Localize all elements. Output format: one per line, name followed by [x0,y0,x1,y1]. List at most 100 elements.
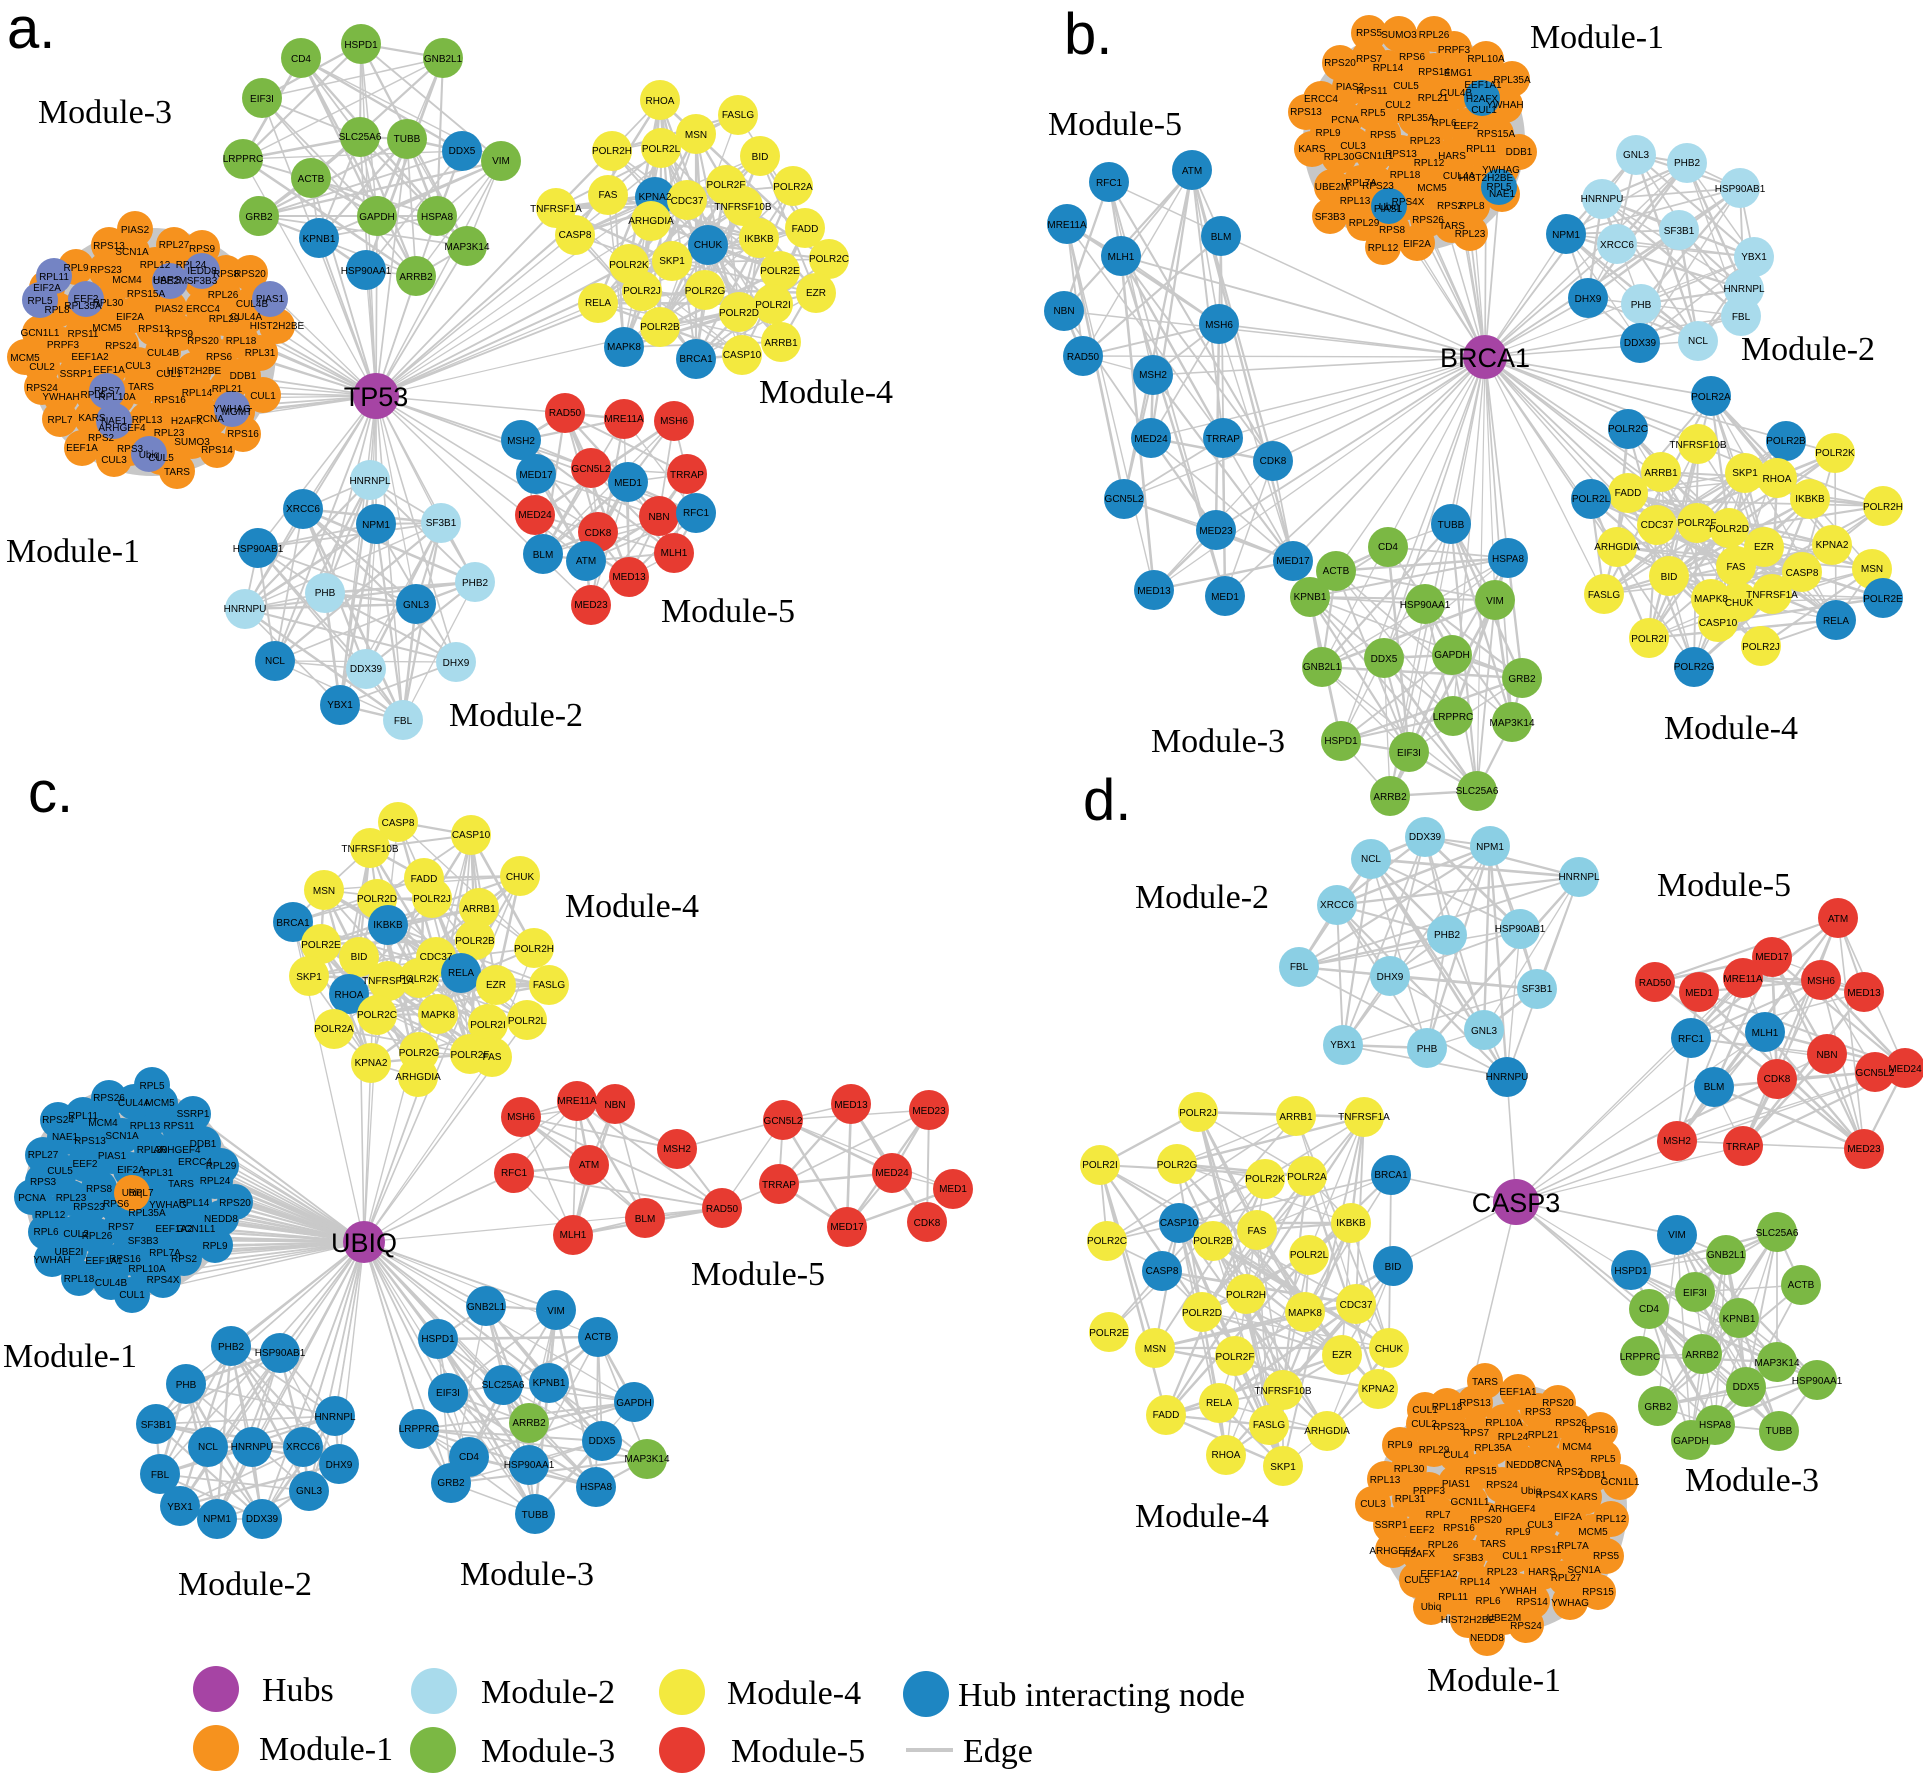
svg-text:CDK8: CDK8 [1764,1074,1791,1085]
svg-text:CDC37: CDC37 [420,952,453,963]
svg-text:ARRB1: ARRB1 [1644,468,1678,479]
svg-text:KPNA2: KPNA2 [639,192,672,203]
svg-text:RAD50: RAD50 [1639,978,1672,989]
svg-text:CASP10: CASP10 [1160,1218,1199,1229]
svg-text:Module-2: Module-2 [1741,331,1875,368]
svg-text:PRPF3: PRPF3 [1413,1486,1446,1497]
svg-text:HSP90AA1: HSP90AA1 [504,1460,555,1471]
svg-text:Module-1: Module-1 [3,1338,137,1375]
svg-text:YWHAG: YWHAG [149,1200,187,1211]
svg-text:RPL7: RPL7 [128,1188,153,1199]
svg-text:SUMO3: SUMO3 [174,437,210,448]
svg-text:RPS24: RPS24 [105,341,137,352]
svg-text:RPL26: RPL26 [1419,30,1450,41]
svg-text:RPL27: RPL27 [1551,1573,1582,1584]
svg-text:RELA: RELA [585,298,611,309]
svg-text:RPL7: RPL7 [47,415,72,426]
svg-text:TARS: TARS [1480,1539,1506,1550]
svg-text:ARRB2: ARRB2 [512,1418,546,1429]
svg-text:MRE11A: MRE11A [1047,220,1087,231]
svg-text:YWHAG: YWHAG [213,404,251,415]
svg-text:HNRNPU: HNRNPU [224,604,267,615]
svg-text:EEF1A1: EEF1A1 [1464,80,1502,91]
svg-text:MED23: MED23 [1199,526,1233,537]
svg-text:RPL23: RPL23 [1410,136,1441,147]
svg-text:SF3B3: SF3B3 [187,276,218,287]
svg-text:RPL8: RPL8 [44,305,69,316]
svg-text:YWHAH: YWHAH [33,1255,70,1266]
svg-text:HSP90AA1: HSP90AA1 [1792,1376,1843,1387]
svg-text:TARS: TARS [1439,221,1465,232]
svg-text:GCN1L1: GCN1L1 [1355,151,1394,162]
svg-text:RAD50: RAD50 [1067,352,1100,363]
svg-text:EIF3I: EIF3I [250,94,274,105]
svg-text:RAD50: RAD50 [549,408,582,419]
svg-text:HNRNPL: HNRNPL [349,476,391,487]
svg-text:PHB2: PHB2 [462,578,489,589]
svg-text:POLR2J: POLR2J [413,894,451,905]
svg-text:MLH1: MLH1 [1108,252,1135,263]
svg-text:RPL14: RPL14 [179,1198,210,1209]
svg-text:GAPDH: GAPDH [1673,1436,1709,1447]
svg-text:DDB1: DDB1 [1580,1470,1607,1481]
svg-text:KPNA2: KPNA2 [1362,1384,1395,1395]
svg-text:MED13: MED13 [1847,988,1881,999]
svg-text:RPS4X: RPS4X [1392,197,1425,208]
svg-text:MSH6: MSH6 [507,1112,535,1123]
svg-text:GCN1L1: GCN1L1 [1451,1497,1490,1508]
svg-text:Hub interacting node: Hub interacting node [958,1677,1245,1714]
svg-text:RAD50: RAD50 [706,1204,739,1215]
svg-text:RPS2: RPS2 [1557,1467,1584,1478]
svg-text:YBX1: YBX1 [1330,1040,1356,1051]
svg-text:NEDD8: NEDD8 [1506,1460,1540,1471]
svg-text:RPL18: RPL18 [226,336,257,347]
svg-text:TNFRSF1A: TNFRSF1A [1746,590,1798,601]
svg-text:Hubs: Hubs [262,1672,334,1709]
svg-text:FBL: FBL [1732,312,1751,323]
svg-text:RPS26: RPS26 [1555,1418,1587,1429]
svg-text:RPL6: RPL6 [1431,118,1456,129]
svg-text:EMG1: EMG1 [1444,68,1473,79]
svg-text:RPL12: RPL12 [1368,243,1399,254]
svg-text:Module-1: Module-1 [259,1731,393,1768]
svg-text:RPL6: RPL6 [80,390,105,401]
svg-text:Ubiq: Ubiq [1421,1602,1442,1613]
svg-text:PIAS1: PIAS1 [1442,1479,1471,1490]
svg-text:EIF2A: EIF2A [33,283,61,294]
svg-text:MRE11A: MRE11A [604,414,644,425]
svg-text:Module-3: Module-3 [481,1733,615,1770]
svg-text:PCNA: PCNA [1534,1459,1562,1470]
svg-text:FBL: FBL [151,1470,170,1481]
svg-text:RPL14: RPL14 [1373,63,1404,74]
svg-text:TNFRSF10B: TNFRSF10B [1254,1386,1312,1397]
svg-text:YWHAH: YWHAH [1486,100,1523,111]
svg-text:HNRNPL: HNRNPL [1723,284,1765,295]
svg-text:PRPF3: PRPF3 [47,340,80,351]
svg-text:RPL9: RPL9 [1315,128,1340,139]
svg-text:RPL7: RPL7 [1425,1510,1450,1521]
svg-text:BID: BID [351,952,368,963]
svg-text:MSN: MSN [685,130,707,141]
svg-text:RPL5: RPL5 [1360,108,1385,119]
svg-text:RPS5: RPS5 [1356,28,1383,39]
svg-text:CASP8: CASP8 [559,230,592,241]
svg-text:RPL10A: RPL10A [98,392,136,403]
svg-text:NBN: NBN [1816,1050,1837,1061]
svg-text:POLR2G: POLR2G [1674,662,1715,673]
svg-text:SLC25A6: SLC25A6 [482,1380,525,1391]
svg-text:PHB: PHB [1417,1044,1438,1055]
svg-text:Module-4: Module-4 [565,888,699,925]
svg-text:CASP8: CASP8 [1786,568,1819,579]
svg-text:NBN: NBN [1053,306,1074,317]
svg-text:Module-1: Module-1 [1530,19,1664,56]
svg-text:RPL35A: RPL35A [64,301,102,312]
svg-text:POLR2J: POLR2J [623,286,661,297]
svg-text:POLR2K: POLR2K [1815,448,1855,459]
svg-text:RPL29: RPL29 [1349,218,1380,229]
svg-text:YBX1: YBX1 [167,1502,193,1513]
svg-text:RPS7: RPS7 [1356,54,1383,65]
svg-text:RPS8: RPS8 [213,269,240,280]
svg-text:HARS: HARS [153,275,181,286]
svg-text:CUL4A: CUL4A [1443,171,1476,182]
svg-text:a.: a. [7,0,55,61]
